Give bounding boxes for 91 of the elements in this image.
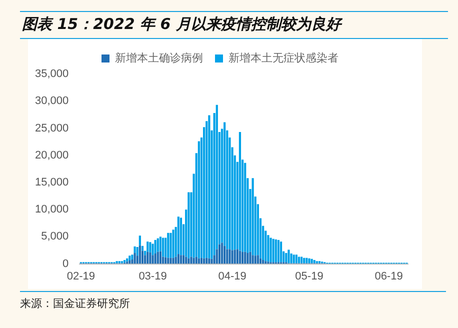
bar bbox=[220, 242, 224, 264]
bar bbox=[226, 249, 228, 264]
y-tick-label: 15,000 bbox=[34, 176, 69, 188]
bar bbox=[210, 258, 213, 264]
bar bbox=[272, 238, 274, 262]
x-tick-label: 04-19 bbox=[218, 270, 246, 282]
bar bbox=[152, 255, 154, 264]
bar bbox=[224, 246, 226, 264]
bar bbox=[270, 238, 272, 262]
bar bbox=[146, 242, 149, 252]
legend-label: 新增本土无症状感染者 bbox=[228, 51, 338, 64]
y-tick-label: 10,000 bbox=[34, 204, 69, 216]
bar bbox=[138, 236, 141, 246]
bar bbox=[295, 254, 298, 264]
bar bbox=[180, 218, 182, 256]
bar bbox=[198, 141, 200, 258]
chart-title: 图表 15：2022 年 6 月以来疫情控制较为良好 bbox=[20, 11, 448, 39]
bar bbox=[159, 251, 162, 264]
bar bbox=[224, 122, 226, 246]
x-tick-label: 06-19 bbox=[374, 270, 403, 282]
bar bbox=[141, 246, 144, 251]
bar bbox=[146, 252, 149, 264]
bar bbox=[144, 255, 146, 264]
bar bbox=[208, 115, 210, 258]
bar bbox=[241, 252, 244, 264]
y-tick-label: 35,000 bbox=[34, 68, 69, 80]
bar bbox=[154, 240, 156, 254]
y-tick-label: 20,000 bbox=[34, 149, 69, 162]
bar bbox=[162, 238, 164, 257]
bar bbox=[134, 246, 136, 253]
bar bbox=[188, 192, 190, 258]
bar bbox=[290, 253, 292, 264]
source-note: 来源：国金证券研究所 bbox=[20, 291, 446, 311]
bar bbox=[154, 253, 156, 264]
bar bbox=[310, 258, 313, 264]
bar bbox=[182, 255, 185, 264]
y-tick-label: 0 bbox=[62, 258, 69, 270]
bar bbox=[180, 255, 182, 264]
bar bbox=[149, 242, 152, 252]
bar bbox=[192, 258, 195, 264]
bar bbox=[298, 256, 300, 264]
bar bbox=[277, 240, 280, 262]
bar bbox=[172, 258, 174, 264]
legend-label: 新增本土确诊病例 bbox=[115, 51, 203, 64]
x-tick-label: 05-19 bbox=[295, 270, 324, 282]
bar bbox=[177, 216, 180, 254]
bar bbox=[244, 162, 246, 252]
bar bbox=[172, 230, 174, 258]
bar bbox=[167, 232, 170, 258]
bar bbox=[300, 256, 303, 264]
bar bbox=[236, 249, 238, 264]
bar bbox=[252, 255, 254, 264]
bar bbox=[280, 242, 282, 262]
bar bbox=[156, 238, 159, 252]
bar bbox=[244, 252, 246, 264]
bar bbox=[313, 260, 316, 264]
bar bbox=[238, 250, 242, 264]
bar bbox=[274, 239, 277, 262]
bar bbox=[131, 254, 134, 260]
bar bbox=[152, 244, 154, 256]
bar bbox=[285, 252, 288, 262]
bar bbox=[238, 132, 242, 251]
bar bbox=[234, 250, 236, 264]
bar bbox=[292, 254, 295, 264]
bar bbox=[149, 252, 152, 264]
bar bbox=[190, 256, 192, 264]
y-tick-label: 25,000 bbox=[34, 122, 69, 134]
bar bbox=[170, 258, 172, 264]
bar bbox=[252, 178, 254, 256]
bar bbox=[246, 252, 249, 264]
bar bbox=[138, 245, 141, 264]
y-tick-label: 5,000 bbox=[41, 230, 69, 243]
bar bbox=[134, 252, 136, 264]
bar bbox=[254, 256, 256, 264]
bar bbox=[306, 258, 308, 264]
bar bbox=[136, 246, 138, 256]
bar bbox=[177, 254, 180, 264]
bar bbox=[128, 256, 131, 261]
bar bbox=[288, 250, 290, 264]
x-tick-label: 02-19 bbox=[66, 270, 95, 282]
bar bbox=[231, 250, 234, 264]
bar bbox=[156, 252, 159, 264]
bar bbox=[303, 258, 306, 264]
bar bbox=[170, 232, 172, 258]
x-tick-label: 03-19 bbox=[138, 270, 167, 282]
y-tick-label: 30,000 bbox=[34, 95, 69, 108]
bar bbox=[256, 255, 259, 264]
bar bbox=[218, 244, 221, 264]
bar bbox=[228, 249, 231, 264]
bar bbox=[308, 258, 310, 264]
bar bbox=[249, 252, 252, 264]
